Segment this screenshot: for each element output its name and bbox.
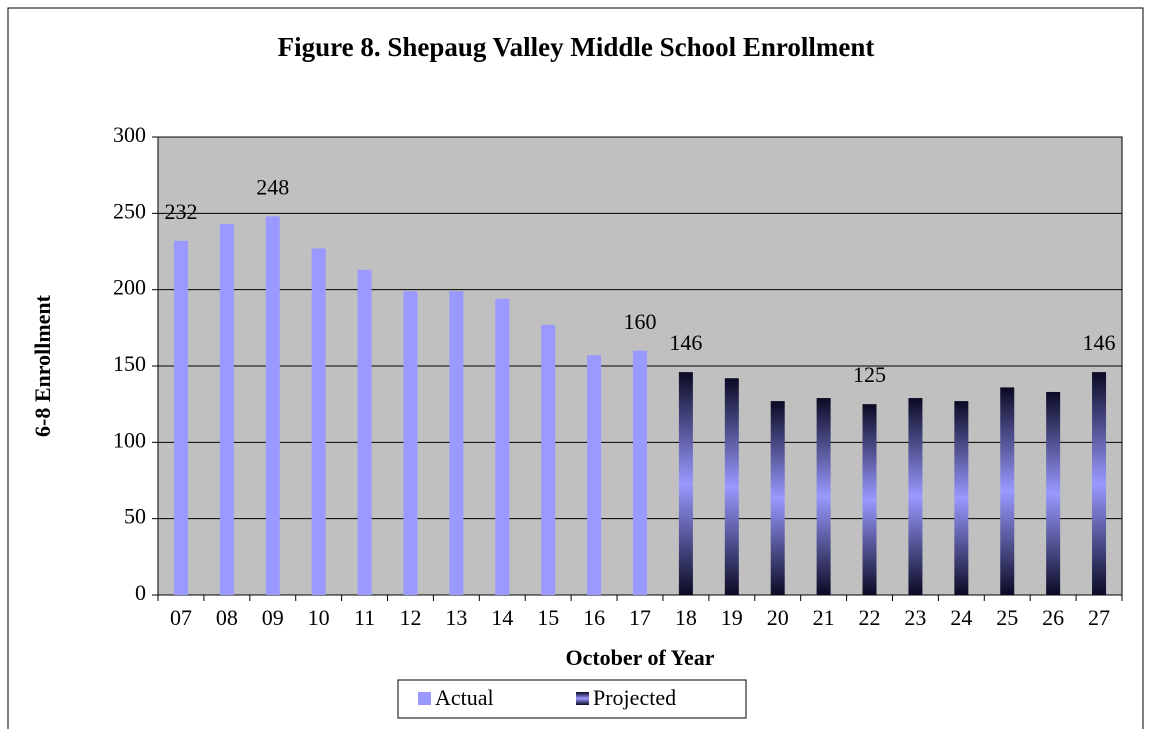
bar — [311, 248, 326, 596]
x-tick-label: 18 — [675, 605, 697, 630]
bar — [449, 291, 464, 595]
data-label: 248 — [256, 174, 289, 199]
bar — [403, 291, 418, 595]
data-label: 146 — [1083, 330, 1116, 355]
x-tick-label: 11 — [354, 605, 375, 630]
bar — [173, 240, 188, 595]
x-tick-label: 27 — [1088, 605, 1110, 630]
x-tick-label: 13 — [445, 605, 467, 630]
bar — [862, 404, 877, 595]
bar — [357, 269, 372, 595]
bar — [1000, 387, 1015, 595]
x-axis-label: October of Year — [565, 645, 714, 670]
x-tick-label: 21 — [813, 605, 835, 630]
data-label: 146 — [669, 330, 702, 355]
y-tick-label: 150 — [113, 351, 146, 376]
bar — [724, 378, 739, 595]
bar — [219, 224, 234, 595]
bar — [495, 298, 510, 595]
legend-label: Actual — [435, 685, 494, 710]
y-tick-label: 50 — [124, 504, 146, 529]
data-label: 125 — [853, 362, 886, 387]
bar — [678, 372, 693, 595]
x-tick-label: 25 — [996, 605, 1018, 630]
x-tick-label: 22 — [859, 605, 881, 630]
x-tick-label: 08 — [216, 605, 238, 630]
bar — [633, 350, 647, 595]
x-tick-label: 12 — [399, 605, 421, 630]
y-tick-label: 300 — [113, 122, 146, 147]
data-label: 232 — [164, 199, 197, 224]
data-label: 160 — [624, 309, 657, 334]
y-tick-label: 250 — [113, 198, 146, 223]
x-tick-label: 07 — [170, 605, 192, 630]
x-tick-label: 09 — [262, 605, 284, 630]
x-tick-label: 24 — [950, 605, 972, 630]
bar — [816, 398, 831, 595]
bar — [265, 216, 280, 596]
x-tick-label: 16 — [583, 605, 605, 630]
bar — [954, 401, 969, 595]
bar — [908, 398, 923, 595]
x-tick-label: 14 — [491, 605, 513, 630]
chart-title: Figure 8. Shepaug Valley Middle School E… — [278, 32, 875, 62]
bar — [541, 324, 556, 595]
x-tick-label: 17 — [629, 605, 651, 630]
y-axis-label: 6-8 Enrollment — [30, 294, 55, 437]
y-tick-label: 100 — [113, 427, 146, 452]
x-tick-label: 26 — [1042, 605, 1064, 630]
legend-swatch — [576, 692, 589, 705]
x-tick-label: 23 — [904, 605, 926, 630]
legend-label: Projected — [593, 685, 676, 710]
legend-box — [397, 679, 747, 719]
x-tick-label: 19 — [721, 605, 743, 630]
bar — [1092, 372, 1107, 595]
legend-swatch — [418, 692, 431, 705]
chart-frame — [7, 7, 1144, 729]
y-tick-label: 200 — [113, 275, 146, 300]
y-tick-label: 0 — [135, 580, 146, 605]
bar — [770, 401, 785, 595]
x-tick-label: 15 — [537, 605, 559, 630]
x-tick-label: 20 — [767, 605, 789, 630]
bar — [587, 355, 602, 595]
bar — [1046, 391, 1061, 595]
x-tick-label: 10 — [308, 605, 330, 630]
